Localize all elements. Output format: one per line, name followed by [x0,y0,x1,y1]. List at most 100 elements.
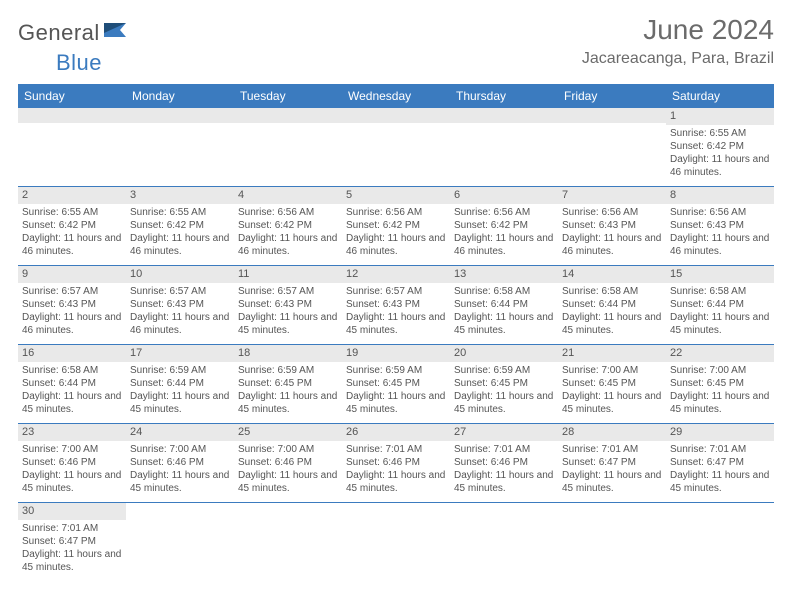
day-number: 12 [342,266,450,283]
sunset-text: Sunset: 6:42 PM [346,219,446,232]
calendar-day-cell [18,108,126,187]
daylight-text: Daylight: 11 hours and 45 minutes. [562,390,662,416]
sunset-text: Sunset: 6:42 PM [130,219,230,232]
day-number: 26 [342,424,450,441]
calendar-day-cell: 14Sunrise: 6:58 AMSunset: 6:44 PMDayligh… [558,266,666,345]
day-number: 11 [234,266,342,283]
day-header: Friday [558,84,666,108]
sunset-text: Sunset: 6:45 PM [238,377,338,390]
calendar-day-cell: 11Sunrise: 6:57 AMSunset: 6:43 PMDayligh… [234,266,342,345]
empty-day-bar [234,108,342,123]
day-number: 9 [18,266,126,283]
sunrise-text: Sunrise: 7:00 AM [130,443,230,456]
day-number: 3 [126,187,234,204]
day-number: 30 [18,503,126,520]
daylight-text: Daylight: 11 hours and 46 minutes. [130,311,230,337]
day-details: Sunrise: 6:57 AMSunset: 6:43 PMDaylight:… [342,283,450,341]
sunrise-text: Sunrise: 6:55 AM [22,206,122,219]
day-number: 4 [234,187,342,204]
day-number: 25 [234,424,342,441]
sunrise-text: Sunrise: 6:59 AM [130,364,230,377]
calendar-day-cell: 12Sunrise: 6:57 AMSunset: 6:43 PMDayligh… [342,266,450,345]
sunset-text: Sunset: 6:44 PM [454,298,554,311]
sunset-text: Sunset: 6:43 PM [346,298,446,311]
day-header: Thursday [450,84,558,108]
day-number: 29 [666,424,774,441]
sunset-text: Sunset: 6:43 PM [670,219,770,232]
day-number: 14 [558,266,666,283]
daylight-text: Daylight: 11 hours and 45 minutes. [670,311,770,337]
logo-text-general: General [18,20,100,46]
sunset-text: Sunset: 6:44 PM [22,377,122,390]
day-number: 19 [342,345,450,362]
day-details: Sunrise: 6:55 AMSunset: 6:42 PMDaylight:… [126,204,234,262]
sunrise-text: Sunrise: 7:00 AM [22,443,122,456]
sunset-text: Sunset: 6:42 PM [454,219,554,232]
day-details: Sunrise: 7:01 AMSunset: 6:47 PMDaylight:… [18,520,126,578]
day-details: Sunrise: 7:00 AMSunset: 6:46 PMDaylight:… [126,441,234,499]
day-number: 13 [450,266,558,283]
daylight-text: Daylight: 11 hours and 45 minutes. [130,469,230,495]
sunset-text: Sunset: 6:43 PM [130,298,230,311]
calendar-day-cell: 27Sunrise: 7:01 AMSunset: 6:46 PMDayligh… [450,424,558,503]
sunrise-text: Sunrise: 6:55 AM [130,206,230,219]
sunrise-text: Sunrise: 6:58 AM [454,285,554,298]
day-details: Sunrise: 7:01 AMSunset: 6:47 PMDaylight:… [558,441,666,499]
daylight-text: Daylight: 11 hours and 46 minutes. [670,153,770,179]
calendar-week-row: 9Sunrise: 6:57 AMSunset: 6:43 PMDaylight… [18,266,774,345]
logo: General [18,20,132,46]
calendar-day-cell: 5Sunrise: 6:56 AMSunset: 6:42 PMDaylight… [342,187,450,266]
flag-icon [104,21,130,46]
calendar-day-cell: 18Sunrise: 6:59 AMSunset: 6:45 PMDayligh… [234,345,342,424]
calendar-day-cell: 17Sunrise: 6:59 AMSunset: 6:44 PMDayligh… [126,345,234,424]
day-number: 8 [666,187,774,204]
sunset-text: Sunset: 6:45 PM [670,377,770,390]
month-title: June 2024 [582,14,774,46]
sunrise-text: Sunrise: 6:56 AM [670,206,770,219]
calendar-day-cell: 24Sunrise: 7:00 AMSunset: 6:46 PMDayligh… [126,424,234,503]
calendar-day-cell: 16Sunrise: 6:58 AMSunset: 6:44 PMDayligh… [18,345,126,424]
calendar-day-cell: 20Sunrise: 6:59 AMSunset: 6:45 PMDayligh… [450,345,558,424]
calendar-day-cell: 9Sunrise: 6:57 AMSunset: 6:43 PMDaylight… [18,266,126,345]
day-number: 22 [666,345,774,362]
day-details: Sunrise: 7:00 AMSunset: 6:46 PMDaylight:… [18,441,126,499]
sunrise-text: Sunrise: 6:55 AM [670,127,770,140]
calendar-week-row: 23Sunrise: 7:00 AMSunset: 6:46 PMDayligh… [18,424,774,503]
sunset-text: Sunset: 6:42 PM [22,219,122,232]
daylight-text: Daylight: 11 hours and 46 minutes. [238,232,338,258]
daylight-text: Daylight: 11 hours and 45 minutes. [562,311,662,337]
sunrise-text: Sunrise: 6:57 AM [130,285,230,298]
daylight-text: Daylight: 11 hours and 45 minutes. [238,311,338,337]
daylight-text: Daylight: 11 hours and 46 minutes. [22,232,122,258]
day-details: Sunrise: 6:58 AMSunset: 6:44 PMDaylight:… [558,283,666,341]
sunrise-text: Sunrise: 7:01 AM [346,443,446,456]
day-details: Sunrise: 6:56 AMSunset: 6:43 PMDaylight:… [666,204,774,262]
sunrise-text: Sunrise: 6:56 AM [454,206,554,219]
sunrise-text: Sunrise: 7:01 AM [454,443,554,456]
sunset-text: Sunset: 6:47 PM [22,535,122,548]
sunrise-text: Sunrise: 7:00 AM [238,443,338,456]
sunset-text: Sunset: 6:45 PM [346,377,446,390]
calendar-day-cell: 21Sunrise: 7:00 AMSunset: 6:45 PMDayligh… [558,345,666,424]
daylight-text: Daylight: 11 hours and 45 minutes. [562,469,662,495]
daylight-text: Daylight: 11 hours and 45 minutes. [346,311,446,337]
sunset-text: Sunset: 6:47 PM [670,456,770,469]
calendar-day-cell: 22Sunrise: 7:00 AMSunset: 6:45 PMDayligh… [666,345,774,424]
daylight-text: Daylight: 11 hours and 46 minutes. [562,232,662,258]
daylight-text: Daylight: 11 hours and 46 minutes. [130,232,230,258]
location-text: Jacareacanga, Para, Brazil [582,50,774,68]
calendar-day-cell: 26Sunrise: 7:01 AMSunset: 6:46 PMDayligh… [342,424,450,503]
day-details: Sunrise: 6:58 AMSunset: 6:44 PMDaylight:… [450,283,558,341]
sunset-text: Sunset: 6:45 PM [454,377,554,390]
daylight-text: Daylight: 11 hours and 46 minutes. [454,232,554,258]
day-details: Sunrise: 6:55 AMSunset: 6:42 PMDaylight:… [666,125,774,183]
calendar-day-cell [126,108,234,187]
sunset-text: Sunset: 6:46 PM [22,456,122,469]
daylight-text: Daylight: 11 hours and 45 minutes. [454,311,554,337]
day-number: 17 [126,345,234,362]
day-number: 28 [558,424,666,441]
daylight-text: Daylight: 11 hours and 45 minutes. [670,469,770,495]
sunset-text: Sunset: 6:46 PM [454,456,554,469]
sunset-text: Sunset: 6:44 PM [130,377,230,390]
sunrise-text: Sunrise: 7:01 AM [670,443,770,456]
